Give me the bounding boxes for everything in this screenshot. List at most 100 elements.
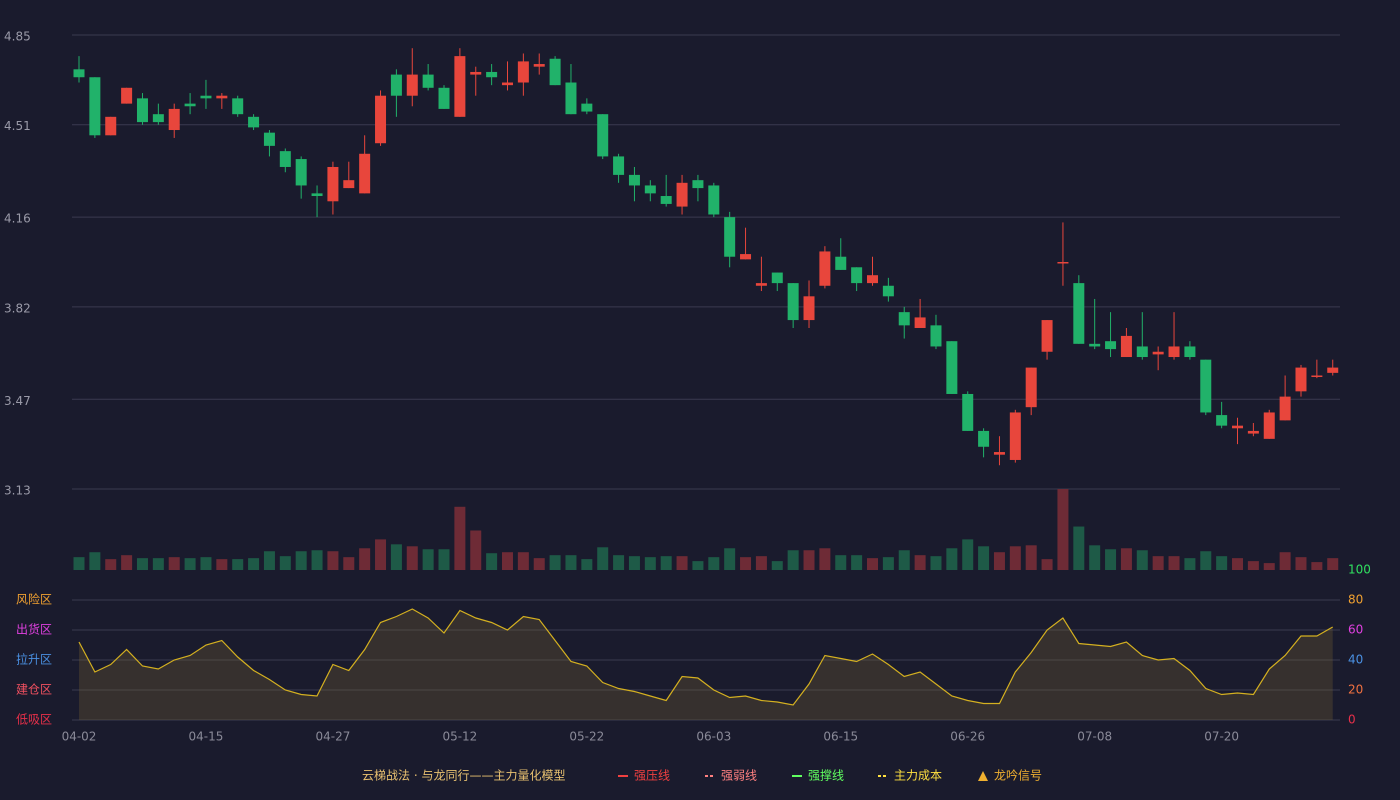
legend-label: 强弱线 <box>721 769 757 783</box>
volume-bar <box>613 555 625 570</box>
indicator-area <box>79 609 1333 720</box>
candle-body <box>597 114 609 157</box>
y-tick-label: 4.51 <box>4 119 31 133</box>
volume-bar <box>660 556 672 570</box>
candle-body <box>1105 341 1117 350</box>
volume-bar <box>1057 489 1069 570</box>
candle-body <box>136 98 148 123</box>
volume-bar <box>422 549 434 570</box>
volume-bar <box>1136 550 1148 570</box>
volume-bar <box>517 552 529 570</box>
volume-bar <box>1073 526 1085 570</box>
legend-label: 强压线 <box>634 769 670 783</box>
candle-body <box>549 58 561 86</box>
candle-body <box>295 159 307 186</box>
candle-body <box>152 114 164 123</box>
candle-body <box>390 74 402 96</box>
volume-bar <box>327 551 339 570</box>
volume-bar <box>533 558 545 570</box>
candle-body <box>1184 346 1196 358</box>
volume-bar <box>819 548 831 570</box>
y-tick-label: 60 <box>1348 623 1363 637</box>
candle-body <box>501 82 513 86</box>
volume-bar <box>136 558 148 570</box>
volume-bar <box>978 546 990 570</box>
candle-body <box>898 312 910 326</box>
zone-label: 风险区 <box>16 592 52 607</box>
y-tick-label: 4.85 <box>4 30 31 44</box>
candle-body <box>993 452 1005 455</box>
volume-bar <box>390 544 402 570</box>
volume-bar <box>1089 545 1101 570</box>
zone-label: 出货区 <box>16 622 52 637</box>
volume-bar <box>1184 558 1196 570</box>
candle-body <box>1232 425 1244 429</box>
x-tick-label: 07-20 <box>1204 730 1239 744</box>
volume-bar <box>311 550 323 570</box>
candle-body <box>724 217 736 257</box>
candle-body <box>1025 367 1037 408</box>
candle-body <box>263 132 275 146</box>
candle-body <box>740 254 752 260</box>
candle-body <box>279 151 291 167</box>
volume-bar <box>581 559 593 570</box>
candle-body <box>867 275 878 284</box>
candle-body <box>121 87 133 104</box>
candle-body <box>343 180 355 189</box>
volume-bar <box>248 558 260 570</box>
candle-body <box>1247 430 1259 434</box>
candle-body <box>1168 346 1180 358</box>
candle-body <box>1295 367 1307 392</box>
volume-bar <box>962 539 974 570</box>
candle-body <box>1089 343 1101 347</box>
candle-body <box>1120 335 1132 358</box>
candle-body <box>581 103 593 112</box>
volume-bar <box>740 557 752 570</box>
legend-label: 龙吟信号 <box>994 768 1042 783</box>
volume-bar <box>930 556 942 570</box>
candle-body <box>359 153 371 194</box>
legend-label: 强撑线 <box>808 768 844 783</box>
volume-bar <box>1247 561 1259 570</box>
candle-body <box>1009 412 1021 460</box>
volume-bar <box>1216 556 1228 570</box>
volume-bar <box>851 555 863 570</box>
volume-bar <box>676 556 688 570</box>
candle-body <box>533 64 545 67</box>
candle-body <box>819 251 831 286</box>
candle-body <box>470 71 482 75</box>
candle-body <box>73 69 85 78</box>
volume-bar <box>152 558 164 570</box>
x-tick-label: 05-22 <box>569 730 604 744</box>
y-tick-label: 3.82 <box>4 301 31 315</box>
volume-bar <box>628 556 640 570</box>
candle-body <box>676 182 688 207</box>
volume-bar <box>232 559 244 570</box>
volume-bar <box>993 552 1005 570</box>
zone-label: 拉升区 <box>16 652 52 667</box>
volume-bar <box>1152 556 1164 570</box>
y-tick-label: 4.16 <box>4 212 31 226</box>
volume-bar <box>1311 562 1323 570</box>
candle-body <box>517 61 529 83</box>
volume-bar <box>803 550 815 570</box>
volume-bar <box>343 557 355 570</box>
candle-body <box>851 267 863 284</box>
candle-body <box>708 185 720 215</box>
volume-bar <box>946 548 958 570</box>
volume-bar <box>835 555 847 570</box>
volume-bar <box>279 556 291 570</box>
volume-bar <box>708 557 720 570</box>
volume-bar <box>755 556 767 570</box>
candle-body <box>1263 412 1275 439</box>
candle-body <box>105 116 117 136</box>
volume-bar <box>184 558 196 570</box>
candle-body <box>375 95 387 144</box>
volume-bar <box>898 550 910 570</box>
candle-body <box>771 272 783 284</box>
candle-body <box>406 74 418 96</box>
y-tick-label: 20 <box>1348 683 1363 697</box>
candle-body <box>755 283 767 286</box>
candle-body <box>613 156 625 175</box>
